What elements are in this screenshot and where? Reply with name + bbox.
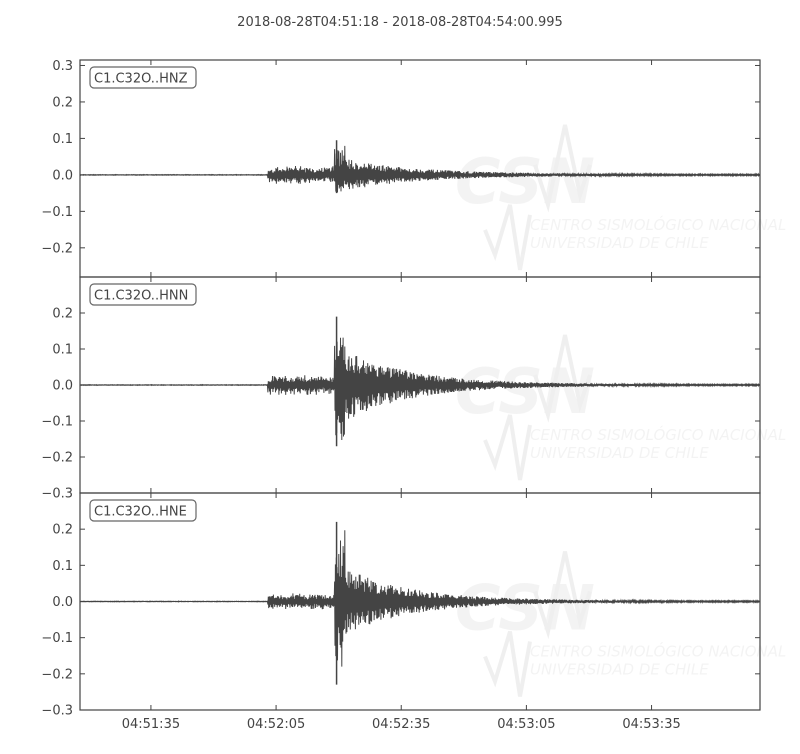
y-tick-label: 0.0 xyxy=(52,379,73,394)
y-tick-label: 0.2 xyxy=(52,523,73,538)
y-tick-label: 0.1 xyxy=(52,343,73,358)
y-tick-label: 0.1 xyxy=(52,559,73,574)
x-tick-label: 04:52:05 xyxy=(247,717,305,732)
y-tick-label: −0.1 xyxy=(41,415,73,430)
y-tick-label: 0.2 xyxy=(52,307,73,322)
channel-label: C1.C32O..HNZ xyxy=(94,72,188,87)
y-tick-label: −0.3 xyxy=(41,704,73,719)
waveform-trace xyxy=(79,145,761,193)
channel-label: C1.C32O..HNN xyxy=(94,289,188,304)
x-tick-label: 04:53:05 xyxy=(497,717,555,732)
y-tick-label: −0.2 xyxy=(41,241,73,256)
channel-label-box xyxy=(89,499,197,522)
chart-title: 2018-08-28T04:51:18 - 2018-08-28T04:54:0… xyxy=(237,15,563,30)
watermark-wave xyxy=(483,630,532,697)
y-tick-label: 0.3 xyxy=(52,59,73,74)
y-tick-label: 0.0 xyxy=(52,168,73,183)
channel-label-box xyxy=(89,66,197,89)
watermark-line1: CENTRO SISMOLÓGICO NACIONAL xyxy=(530,642,786,661)
watermark-wave-top xyxy=(533,551,592,640)
y-tick-label: −0.1 xyxy=(41,205,73,220)
x-tick-label: 04:51:35 xyxy=(122,717,180,732)
y-tick-label: −0.3 xyxy=(41,487,73,502)
watermark-line2: UNIVERSIDAD DE CHILE xyxy=(530,661,709,679)
x-tick-label: 04:52:35 xyxy=(372,717,430,732)
channel-label-box xyxy=(89,283,197,306)
waveform-trace xyxy=(79,530,761,667)
waveform-trace xyxy=(79,337,761,441)
channel-label: C1.C32O..HNE xyxy=(94,505,187,520)
y-tick-label: 0.0 xyxy=(52,595,73,610)
watermark-wave xyxy=(483,204,532,271)
y-tick-label: 0.2 xyxy=(52,95,73,110)
watermark-wave xyxy=(483,414,532,481)
watermark-csn: CSN xyxy=(455,572,595,645)
y-tick-label: −0.2 xyxy=(41,667,73,682)
watermark-line1: CENTRO SISMOLÓGICO NACIONAL xyxy=(530,425,786,444)
x-tick-label: 04:53:35 xyxy=(622,717,680,732)
watermark-line2: UNIVERSIDAD DE CHILE xyxy=(530,234,709,252)
watermark-csn: CSN xyxy=(455,145,595,218)
y-tick-label: −0.2 xyxy=(41,451,73,466)
watermark-csn: CSN xyxy=(455,355,595,428)
watermark-wave-top xyxy=(533,334,592,423)
y-tick-label: −0.1 xyxy=(41,631,73,646)
watermark-wave-top xyxy=(533,124,592,213)
watermark-line1: CENTRO SISMOLÓGICO NACIONAL xyxy=(530,215,786,234)
y-tick-label: 0.1 xyxy=(52,132,73,147)
watermark-line2: UNIVERSIDAD DE CHILE xyxy=(530,444,709,462)
